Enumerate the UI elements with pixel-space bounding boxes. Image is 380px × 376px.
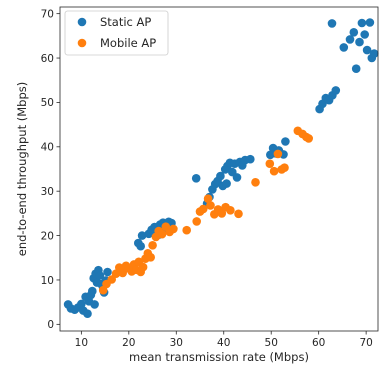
data-point-static-ap	[95, 271, 105, 280]
data-point-static-ap	[362, 45, 372, 55]
data-point-mobile-ap	[203, 194, 213, 203]
data-point-mobile-ap	[217, 209, 227, 218]
data-point-mobile-ap	[199, 204, 208, 214]
data-point-static-ap	[345, 35, 355, 44]
y-tick-label: 60	[41, 53, 54, 65]
data-point-static-ap	[349, 28, 359, 37]
legend-marker-static-ap	[77, 17, 87, 27]
data-point-mobile-ap	[146, 252, 155, 262]
data-point-static-ap	[365, 18, 375, 27]
data-point-static-ap	[339, 43, 349, 52]
data-point-mobile-ap	[138, 262, 148, 272]
y-tick-label: 70	[41, 8, 54, 20]
data-point-mobile-ap	[192, 217, 201, 226]
y-tick-label: 0	[47, 319, 54, 331]
data-point-static-ap	[331, 86, 341, 95]
data-point-mobile-ap	[280, 163, 289, 172]
data-point-static-ap	[369, 49, 379, 58]
legend-marker-mobile-ap	[77, 38, 87, 48]
data-point-mobile-ap	[265, 159, 275, 168]
data-point-static-ap	[88, 286, 97, 296]
data-point-static-ap	[360, 30, 370, 39]
x-tick-label: 40	[217, 337, 230, 349]
plot-frame	[59, 6, 379, 332]
data-point-static-ap	[281, 137, 290, 146]
data-point-mobile-ap	[273, 149, 283, 159]
data-point-mobile-ap	[304, 134, 314, 143]
data-point-static-ap	[357, 18, 367, 28]
data-point-static-ap	[136, 241, 145, 251]
x-tick-label: 30	[170, 337, 183, 349]
data-point-mobile-ap	[251, 178, 260, 187]
data-point-static-ap	[137, 231, 147, 240]
data-point-mobile-ap	[157, 229, 167, 239]
y-tick-label: 20	[41, 230, 54, 242]
legend: Static AP Mobile AP	[64, 10, 169, 56]
data-point-mobile-ap	[182, 225, 191, 235]
legend-label-mobile-ap: Mobile AP	[100, 36, 156, 50]
legend-box	[64, 10, 169, 56]
data-point-static-ap	[246, 154, 255, 164]
data-point-mobile-ap	[206, 201, 215, 210]
data-point-mobile-ap	[234, 209, 243, 219]
data-point-mobile-ap	[148, 241, 157, 250]
data-point-static-ap	[351, 64, 361, 73]
y-tick-label: 10	[41, 275, 54, 287]
ticks-layer: 10 20 30 40 50 60 70 0 10 20 30 40 50 60 70	[41, 8, 373, 349]
x-tick-label: 50	[265, 337, 278, 349]
legend-label-static-ap: Static AP	[100, 15, 151, 29]
x-tick-label: 70	[359, 337, 372, 349]
data-point-mobile-ap	[269, 166, 279, 176]
data-point-static-ap	[90, 300, 99, 309]
x-axis-label: mean transmission rate (Mbps)	[129, 350, 309, 364]
data-point-mobile-ap	[169, 224, 178, 234]
data-point-static-ap	[103, 267, 112, 277]
data-point-static-ap	[77, 299, 86, 309]
data-point-static-ap	[191, 174, 201, 183]
x-tick-label: 60	[312, 337, 325, 349]
data-point-static-ap	[222, 179, 231, 188]
y-axis-label: end-to-end throughput (Mbps)	[15, 82, 29, 256]
data-point-mobile-ap	[226, 206, 235, 215]
y-tick-label: 40	[41, 142, 54, 154]
y-tick-label: 30	[41, 186, 54, 198]
points-layer	[63, 18, 379, 319]
data-point-static-ap	[327, 19, 337, 28]
x-tick-label: 20	[122, 337, 135, 349]
data-point-static-ap	[83, 309, 92, 319]
x-tick-label: 10	[75, 337, 88, 349]
data-point-static-ap	[355, 37, 364, 47]
data-point-mobile-ap	[118, 268, 127, 278]
y-tick-label: 50	[41, 97, 54, 109]
data-point-static-ap	[216, 171, 225, 181]
data-point-static-ap	[232, 173, 242, 182]
